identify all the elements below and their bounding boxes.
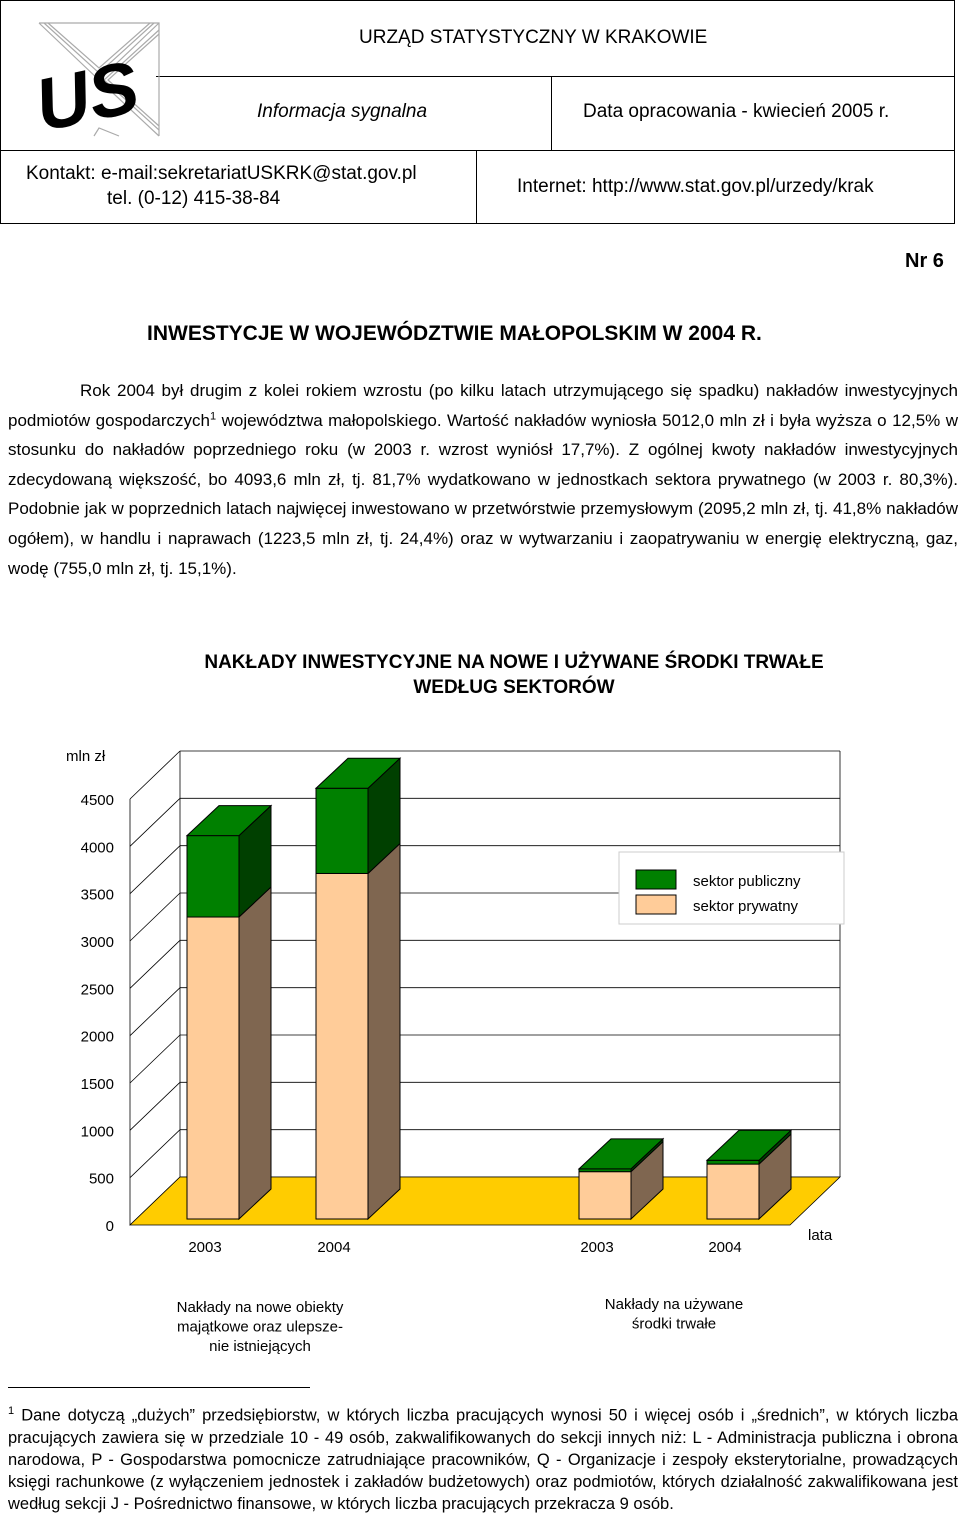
y-tick-label: 1000: [81, 1123, 114, 1140]
legend-swatch-private: [635, 894, 677, 915]
group-label: majątkowe oraz ulepsze-: [177, 1319, 343, 1336]
contact-phone: tel. (0-12) 415-38-84: [107, 188, 281, 209]
footnote-reference: 1: [210, 409, 217, 422]
bar-top: [577, 1138, 665, 1170]
bar-top: [185, 805, 273, 837]
bar-public-front: [186, 835, 240, 918]
gridline-side: [129, 1082, 181, 1131]
body-paragraph: Rok 2004 był drugim z kolei rokiem wzros…: [8, 376, 958, 583]
paragraph-part-1: Rok 2004 był drugim z kolei rokiem wzros…: [8, 381, 958, 430]
preparation-date: Data opracowania - kwiecień 2005 r.: [583, 101, 890, 122]
bar-top: [314, 757, 402, 789]
gridline-side: [129, 1129, 181, 1178]
internet-address: Internet: http://www.stat.gov.pl/urzedy/…: [517, 176, 874, 197]
gridline-side: [129, 1034, 181, 1084]
contact-email: Kontakt: e-mail:sekretariatUSKRK@stat.go…: [26, 163, 417, 184]
x-tick-label: 2004: [708, 1239, 741, 1256]
bar-private-front: [315, 872, 369, 1220]
y-tick-label: 4500: [81, 792, 114, 809]
y-tick-label: 2000: [81, 1029, 114, 1046]
gridline-side: [129, 798, 181, 847]
office-name: URZĄD STATYSTYCZNY W KRAKOWIE: [359, 27, 708, 48]
document-type: Informacja sygnalna: [257, 101, 428, 122]
gridline-side: [129, 750, 181, 800]
bar-private-side: [238, 885, 272, 1221]
gridline-side: [129, 892, 181, 942]
footnote-mark: 1: [8, 1405, 15, 1417]
bar-public-front: [706, 1159, 760, 1165]
bar-private-front: [186, 916, 240, 1220]
y-tick-label: 1500: [81, 1076, 114, 1093]
chart-title-line-1: NAKŁADY INWESTYCYJNE NA NOWE I UŻYWANE Ś…: [204, 652, 824, 673]
gridline-side: [129, 940, 181, 989]
group-label: nie istniejących: [209, 1338, 311, 1355]
y-tick-label: 4000: [81, 839, 114, 856]
footnote-divider: [8, 1387, 310, 1388]
group-label: Nakłady na używane: [605, 1296, 743, 1313]
footnote: 1 Dane dotyczą „dużych” przedsiębiorstw,…: [8, 1400, 958, 1515]
x-tick-label: 2003: [188, 1239, 221, 1256]
group-label: środki trwałe: [632, 1316, 716, 1333]
x-tick-label: 2003: [580, 1239, 613, 1256]
y-tick-label: 500: [89, 1171, 114, 1188]
bar-top: [705, 1129, 793, 1161]
x-tick-label: 2004: [317, 1239, 350, 1256]
chart-title: NAKŁADY INWESTYCYJNE NA NOWE I UŻYWANE Ś…: [0, 650, 960, 700]
bar-public-front: [315, 787, 369, 874]
paragraph-part-2: województwa małopolskiego. Wartość nakła…: [8, 410, 958, 578]
bar-private-front: [578, 1171, 632, 1220]
bar-private-side: [367, 842, 401, 1221]
header: [0, 0, 955, 224]
gridline-side: [129, 987, 181, 1036]
y-axis-label: mln zł: [66, 748, 106, 765]
y-tick-label: 2500: [81, 981, 114, 998]
footnote-text: Dane dotyczą „dużych” przedsiębiorstw, w…: [8, 1406, 958, 1513]
legend-label-private: sektor prywatny: [693, 898, 799, 915]
stacked-bar-chart: 0 500 1000 1500 2000 2500 3000 3500 4000 4500 mln …: [66, 748, 845, 1355]
page-title: INWESTYCJE W WOJEWÓDZTWIE MAŁOPOLSKIM W …: [147, 322, 762, 345]
us-logo-icon: US: [28, 18, 164, 147]
chart-title-line-2: WEDŁUG SEKTORÓW: [413, 677, 615, 698]
y-tick-label: 3000: [81, 934, 114, 951]
issue-number: Nr 6: [905, 250, 944, 272]
svg-text:US: US: [34, 45, 146, 142]
y-tick-label: 3500: [81, 887, 114, 904]
group-label: Nakłady na nowe obiekty: [177, 1299, 344, 1316]
bar-private-front: [706, 1163, 760, 1220]
gridline-side: [129, 845, 181, 894]
legend-swatch-public: [635, 869, 677, 890]
x-axis-label: lata: [808, 1227, 833, 1244]
legend-label-public: sektor publiczny: [693, 873, 801, 890]
y-tick-label: 0: [106, 1218, 114, 1235]
